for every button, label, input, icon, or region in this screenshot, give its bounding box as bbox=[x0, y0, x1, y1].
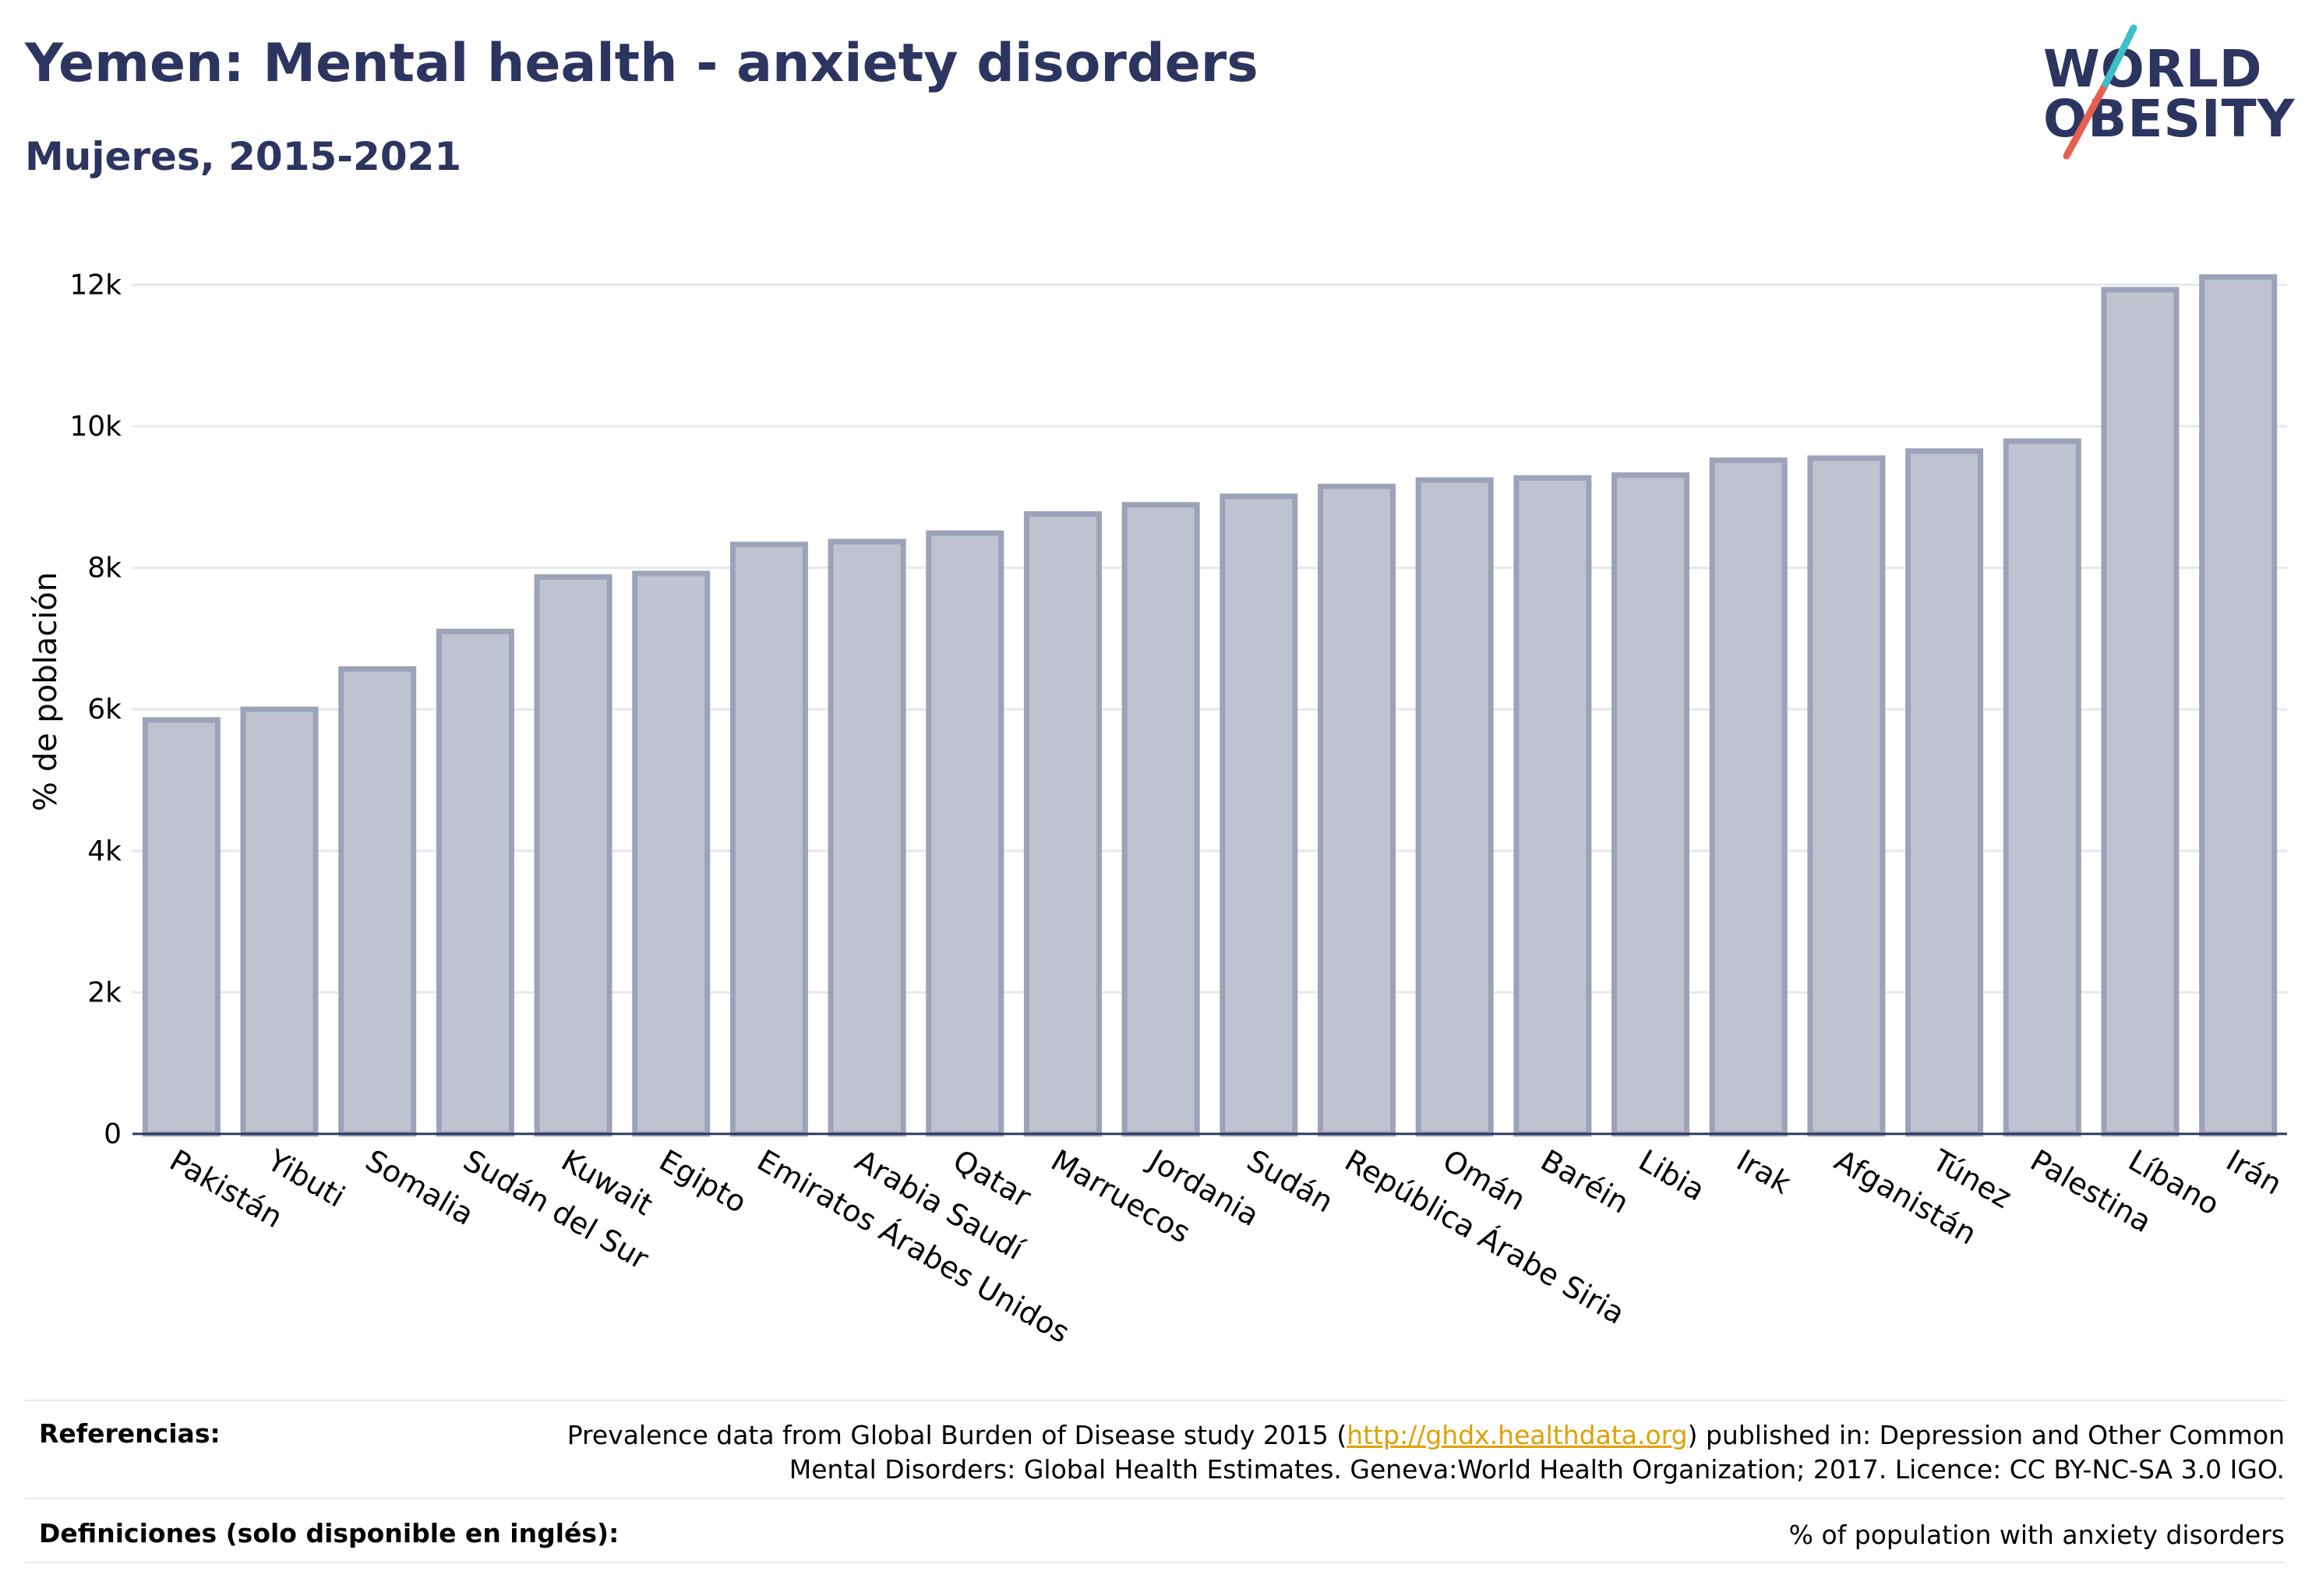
bar bbox=[338, 666, 417, 1137]
bar bbox=[2199, 274, 2278, 1137]
y-tick-label: 8k bbox=[87, 553, 122, 584]
bar bbox=[1709, 457, 1788, 1137]
definitions-row: Definiciones (solo disponible en inglés)… bbox=[25, 1518, 2285, 1557]
y-tick-label: 0 bbox=[104, 1118, 122, 1150]
y-tick-label: 12k bbox=[69, 269, 122, 301]
y-tick-label: 2k bbox=[87, 976, 122, 1008]
x-tick-label: Irán bbox=[2221, 1143, 2288, 1202]
logo-slash-icon bbox=[2063, 24, 2137, 160]
divider bbox=[25, 1498, 2285, 1499]
references-link[interactable]: http://ghdx.healthdata.org bbox=[1347, 1420, 1688, 1450]
references-label: Referencias: bbox=[39, 1418, 221, 1449]
logo-word-1: WORLD bbox=[2043, 39, 2263, 99]
bar bbox=[632, 570, 711, 1137]
references-row: Referencias: Prevalence data from Global… bbox=[25, 1418, 2285, 1488]
world-obesity-logo: WORLD OBESITY bbox=[2034, 22, 2299, 162]
references-text: Prevalence data from Global Burden of Di… bbox=[567, 1418, 2285, 1487]
y-tick-label: 10k bbox=[69, 411, 122, 443]
bar bbox=[1318, 483, 1396, 1137]
y-tick-label: 6k bbox=[87, 694, 122, 726]
bar bbox=[1807, 455, 1886, 1137]
x-tick-label: Egipto bbox=[654, 1143, 753, 1220]
y-axis-label: % de población bbox=[28, 572, 64, 811]
bar bbox=[436, 628, 514, 1137]
bar bbox=[1220, 493, 1298, 1137]
definitions-text: % of population with anxiety disorders bbox=[1788, 1520, 2285, 1550]
x-tick-label: Pakistán bbox=[164, 1143, 288, 1235]
bar bbox=[2101, 287, 2180, 1137]
bar bbox=[1023, 511, 1102, 1137]
x-tick-label: Irak bbox=[1731, 1143, 1796, 1201]
references-text-1: Prevalence data from Global Burden of Di… bbox=[567, 1420, 1347, 1450]
x-tick-label: Somalia bbox=[360, 1143, 480, 1232]
bar bbox=[142, 717, 221, 1137]
bar bbox=[828, 538, 906, 1137]
bar bbox=[240, 706, 319, 1137]
x-tick-label: Baréin bbox=[1535, 1143, 1635, 1220]
references-text-2: ) published in: Depression and Other Com… bbox=[1687, 1420, 2285, 1450]
y-tick-label: 4k bbox=[87, 835, 122, 867]
bar bbox=[729, 542, 808, 1137]
bar bbox=[1905, 448, 1984, 1137]
divider bbox=[25, 1400, 2285, 1401]
divider bbox=[25, 1562, 2285, 1563]
bar bbox=[1415, 477, 1494, 1137]
references-text-3: Mental Disorders: Global Health Estimate… bbox=[789, 1454, 2285, 1485]
bar bbox=[1611, 472, 1690, 1137]
chart-subtitle: Mujeres, 2015-2021 bbox=[25, 134, 462, 179]
x-tick-label: Libia bbox=[1633, 1143, 1711, 1208]
chart-title: Yemen: Mental health - anxiety disorders bbox=[25, 33, 1258, 94]
bar bbox=[1121, 502, 1200, 1137]
bar bbox=[2003, 438, 2081, 1137]
bar bbox=[1513, 475, 1592, 1137]
bar bbox=[534, 574, 612, 1137]
bar bbox=[926, 530, 1004, 1137]
definitions-label: Definiciones (solo disponible en inglés)… bbox=[39, 1518, 619, 1548]
